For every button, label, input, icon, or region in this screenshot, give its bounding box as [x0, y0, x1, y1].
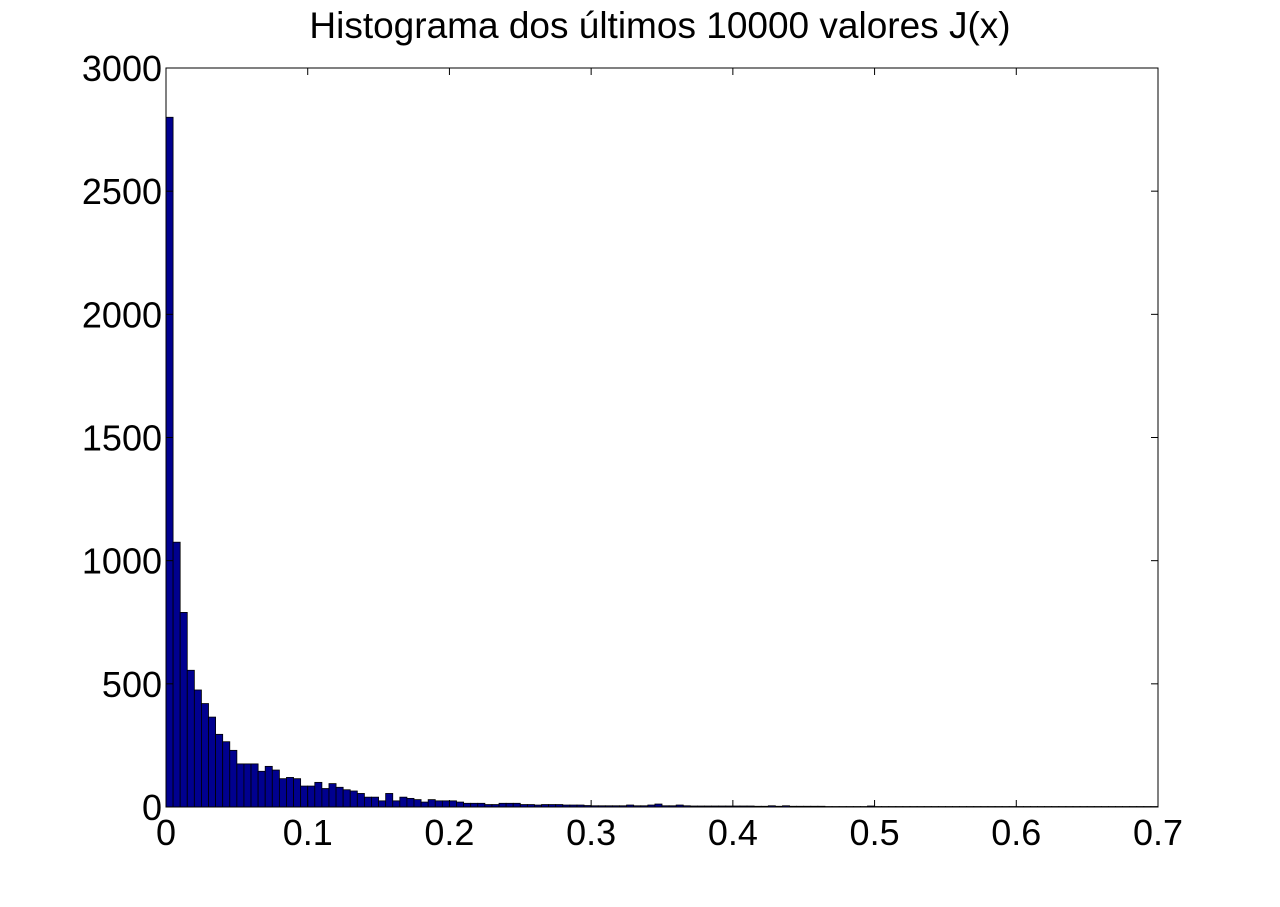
- histogram-bar: [229, 749, 238, 808]
- y-tick-label: 1000: [82, 541, 162, 582]
- histogram-bar: [413, 799, 422, 808]
- histogram-bar: [441, 800, 450, 808]
- histogram-bar: [335, 786, 344, 808]
- histogram-bar: [165, 116, 174, 808]
- histogram-bar: [208, 716, 216, 808]
- y-tick-label: 500: [102, 664, 162, 705]
- histogram-bar: [356, 793, 365, 808]
- y-tick-label: 2000: [82, 294, 162, 335]
- histogram-bar: [271, 769, 280, 808]
- histogram-bar: [371, 796, 379, 808]
- chart-title: Histograma dos últimos 10000 valores J(x…: [309, 5, 1010, 46]
- x-tick-label: 0.7: [1133, 812, 1183, 853]
- bars-group: [165, 116, 1159, 808]
- histogram-bar: [477, 802, 486, 808]
- histogram-bar: [307, 785, 316, 808]
- histogram-bar: [470, 802, 479, 808]
- x-axis: 0 0.1 0.2 0.3 0.4 0.5 0.6 0.7: [156, 68, 1183, 853]
- x-tick-label: 0.6: [991, 812, 1041, 853]
- histogram-bar: [328, 783, 337, 808]
- histogram-bar: [286, 777, 294, 808]
- x-tick-label: 0: [156, 812, 176, 853]
- histogram-bar: [264, 765, 273, 808]
- histogram-bar: [392, 800, 401, 808]
- histogram-bar: [186, 669, 195, 808]
- histogram-bar: [349, 790, 358, 808]
- histogram-bar: [250, 763, 259, 808]
- histogram-bar: [172, 541, 181, 808]
- histogram-bar: [201, 703, 209, 808]
- histogram-bar: [427, 799, 436, 808]
- histogram-bar: [463, 802, 472, 808]
- y-tick-label: 2500: [82, 171, 162, 212]
- y-tick-label: 1500: [82, 418, 162, 459]
- histogram-bar: [293, 778, 302, 808]
- histogram-bar: [222, 741, 231, 808]
- plot-frame: [165, 67, 1159, 808]
- histogram-bar: [342, 789, 351, 808]
- histogram-bar: [193, 689, 202, 808]
- histogram-bar: [385, 793, 394, 808]
- y-axis: 0 500 1000 1500 2000 2500 3000: [82, 48, 1158, 828]
- histogram-bar: [363, 796, 372, 808]
- histogram-bar: [406, 797, 415, 808]
- histogram-bar: [215, 733, 224, 808]
- x-tick-label: 0.4: [708, 812, 758, 853]
- histogram-bar: [449, 800, 457, 808]
- histogram-bar: [434, 800, 443, 808]
- histogram-bar: [420, 801, 429, 808]
- histogram-bar: [300, 785, 309, 808]
- histogram-bar: [456, 801, 465, 808]
- histogram-bar: [505, 802, 514, 808]
- histogram-bar: [236, 763, 245, 808]
- x-tick-label: 0.1: [283, 812, 333, 853]
- histogram-bar: [399, 796, 408, 808]
- x-tick-label: 0.3: [566, 812, 616, 853]
- x-tick-label: 0.5: [850, 812, 900, 853]
- histogram-bar: [314, 781, 323, 808]
- histogram-bar: [498, 802, 507, 808]
- histogram-bar: [243, 763, 252, 808]
- x-tick-label: 0.2: [424, 812, 474, 853]
- y-tick-label: 3000: [82, 48, 162, 89]
- histogram-bar: [257, 770, 266, 808]
- histogram-bar: [321, 788, 330, 808]
- y-tick-label: 0: [142, 787, 162, 828]
- histogram-bar: [278, 778, 287, 808]
- histogram-bar: [378, 800, 387, 808]
- histogram-bar: [179, 612, 188, 808]
- histogram-bar: [512, 802, 521, 808]
